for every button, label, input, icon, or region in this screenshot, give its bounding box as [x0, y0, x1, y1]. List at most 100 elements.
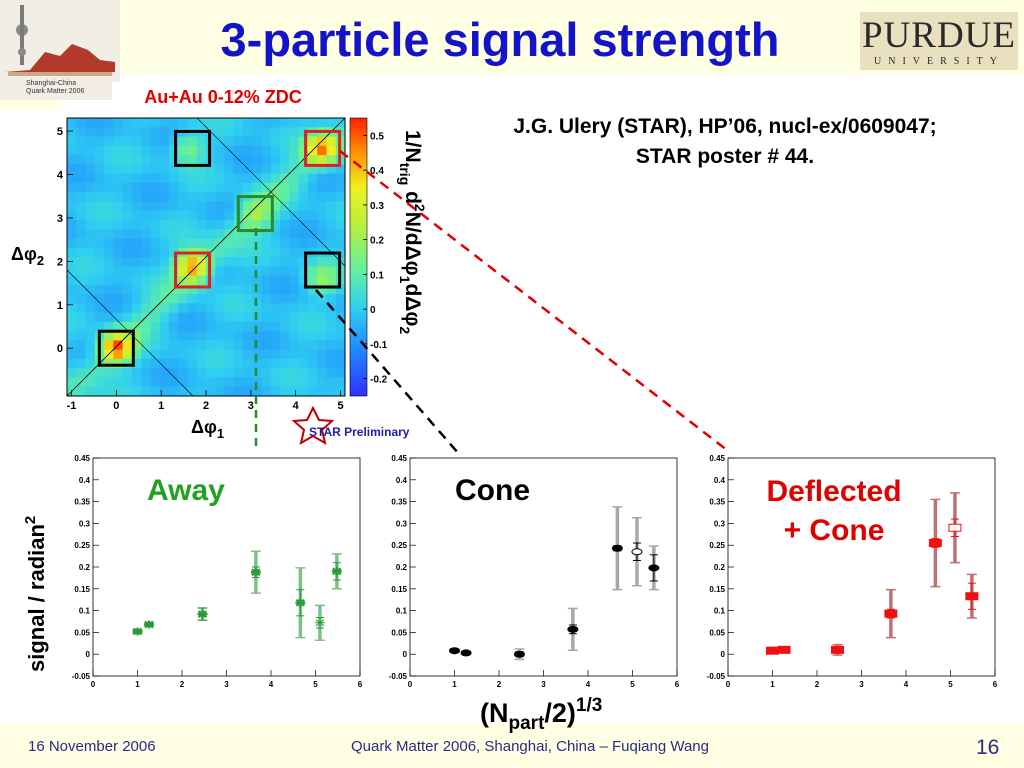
y-tick-label: 0.1	[396, 607, 408, 616]
heatmap-cell	[159, 219, 170, 230]
heatmap-cell	[67, 136, 77, 147]
heatmap-cell	[317, 164, 327, 174]
heatmap-cell	[178, 331, 188, 341]
heatmap-cell	[335, 192, 346, 202]
data-point	[567, 625, 579, 633]
heatmap-cell	[243, 340, 253, 351]
heatmap-cell	[104, 386, 114, 397]
heatmap-cell	[178, 155, 188, 165]
x-tick-label: 1	[452, 680, 457, 689]
heatmap-cell	[270, 312, 281, 323]
heatmap-cell	[298, 377, 309, 388]
heatmap-cell	[104, 155, 114, 165]
x-tick-label: 4	[586, 680, 591, 689]
heatmap-cell	[113, 275, 123, 286]
heatmap-cell	[85, 340, 96, 351]
heatmap-cell	[168, 377, 179, 388]
y-tick-label: 0.15	[74, 585, 90, 594]
heatmap-cell	[85, 247, 96, 258]
heatmap-cell	[187, 340, 198, 351]
heatmap-cell	[280, 331, 290, 341]
heatmap-cell	[317, 210, 327, 221]
heatmap-cell	[261, 201, 272, 212]
heatmap-cell	[85, 284, 96, 295]
heatmap-cell	[261, 266, 272, 276]
heatmap-cell	[85, 210, 96, 221]
heatmap-cell	[307, 210, 318, 221]
heatmap-cell	[298, 386, 309, 397]
heatmap-cell	[289, 377, 300, 388]
heatmap-cell	[85, 164, 96, 174]
heatmap-cell	[233, 164, 244, 174]
heatmap-cell	[85, 219, 96, 230]
heatmap-cell	[196, 368, 207, 378]
heatmap-cell	[150, 145, 161, 156]
heatmap-cell	[224, 219, 235, 230]
heatmap-cell	[243, 303, 253, 313]
heatmap-cell	[298, 145, 309, 156]
heatmap-cell	[168, 340, 179, 351]
heatmap-cell	[67, 229, 77, 239]
heatmap-cell	[85, 303, 96, 313]
heatmap-cell	[307, 294, 318, 304]
heatmap-cell	[317, 173, 327, 184]
x-tick-label: 0	[91, 680, 96, 689]
heatmap-cell	[94, 266, 105, 276]
heatmap-cell	[206, 219, 216, 230]
heatmap-cell	[307, 321, 318, 332]
panel-deflected-title-2: + Cone	[784, 514, 885, 547]
conference-logo-line1: Shanghai-China	[26, 80, 76, 87]
heatmap-cell	[104, 284, 114, 295]
heatmap-cell	[326, 201, 337, 212]
heatmap-cell	[196, 173, 207, 184]
heatmap-cell	[317, 275, 327, 286]
x-tick-label: 3	[224, 680, 229, 689]
heatmap-cell	[206, 331, 216, 341]
heatmap-cell	[280, 303, 290, 313]
heatmap-cell	[307, 312, 318, 323]
heatmap-cell	[85, 275, 96, 286]
heatmap-cell	[94, 192, 105, 202]
heatmap-cell	[122, 368, 133, 378]
heatmap-cell	[150, 127, 161, 137]
heatmap-cell	[289, 275, 300, 286]
heatmap-cell	[335, 349, 346, 360]
heatmap-cell	[141, 182, 151, 193]
arrow-deflected	[339, 150, 746, 465]
heatmap-cell	[178, 173, 188, 184]
region-box-black	[97, 329, 135, 367]
heatmap-cell	[243, 266, 253, 276]
heatmap-cell	[141, 173, 151, 184]
heatmap-cell	[252, 155, 262, 165]
heatmap-cell	[113, 349, 123, 360]
heatmap-cell	[335, 210, 346, 221]
heatmap-cell	[243, 349, 253, 360]
heatmap-cell	[94, 312, 105, 323]
heatmap-cell	[113, 192, 123, 202]
heatmap-cell	[67, 210, 77, 221]
y-tick-label: 0.4	[714, 476, 726, 485]
heatmap-cell	[307, 257, 318, 267]
heatmap-cell	[159, 155, 170, 165]
heatmap-cell	[252, 247, 262, 258]
heatmap-cell	[168, 182, 179, 193]
heatmap-cell	[270, 136, 281, 147]
heatmap-cell	[289, 155, 300, 165]
data-point	[295, 598, 306, 607]
heatmap-cell	[131, 155, 142, 165]
heatmap-cell	[122, 321, 133, 332]
heatmap-cell	[243, 257, 253, 267]
heatmap-cell	[233, 294, 244, 304]
colorbar-tick: 0.1	[370, 270, 384, 281]
heatmap-cell	[280, 294, 290, 304]
heat-y-tick: 1	[57, 300, 63, 312]
heatmap-cell	[270, 266, 281, 276]
heatmap-cell	[122, 145, 133, 156]
heatmap-cell	[289, 312, 300, 323]
heatmap-cell	[317, 284, 327, 295]
y-tick-label: 0	[403, 650, 408, 659]
heatmap-cell	[113, 266, 123, 276]
y-tick-label: 0.25	[74, 541, 90, 550]
heatmap-cell	[289, 118, 300, 128]
